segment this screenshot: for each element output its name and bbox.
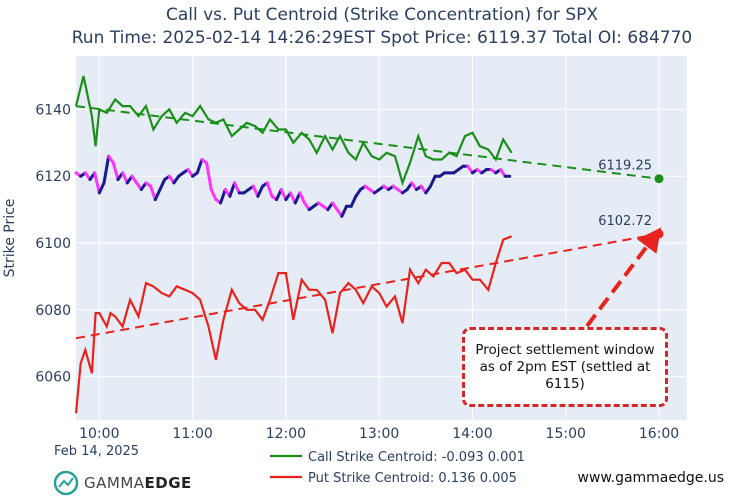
settlement-annotation: Project settlement window as of 2pm EST … (462, 327, 668, 407)
spot-price-segment (93, 171, 101, 195)
x-tick-label: 12:00 (266, 426, 306, 442)
y-axis-label: Strike Price (2, 199, 18, 278)
spot-price-segment (349, 194, 358, 208)
spot-price-segment (149, 184, 157, 202)
end-point-label: 6102.72 (598, 214, 652, 229)
spot-price-segment (158, 178, 167, 192)
spot-price-segment (340, 204, 349, 218)
spot-price-segment (153, 188, 162, 202)
chart-title-line2: Run Time: 2025-02-14 14:26:29EST Spot Pr… (72, 28, 693, 48)
x-tick-label: 11:00 (172, 426, 212, 442)
logo-name-bold: EDGE (144, 474, 192, 492)
x-tick-label: 10:00 (79, 426, 119, 442)
trendline (75, 232, 660, 340)
spot-price-segment (256, 184, 265, 198)
spot-price-segment (265, 181, 274, 198)
spot-price-segment (233, 181, 241, 195)
y-tick-label: 6060 (35, 370, 71, 386)
spot-price-segment (228, 181, 237, 198)
spot-price-segment (111, 161, 120, 182)
y-tick-label: 6120 (35, 169, 71, 185)
logo-mark (53, 470, 79, 496)
x-axis-ticks: 10:00 11:00 12:00 13:00 14:00 15:00 16:00 (79, 426, 679, 442)
call-centroid-line (74, 75, 513, 187)
spot-price-segment (209, 188, 218, 202)
end-point-marker (654, 174, 664, 184)
spot-price-segment (102, 154, 111, 185)
x-tick-label: 14:00 (452, 426, 492, 442)
y-axis-ticks: 6060 6080 6100 6120 6140 (35, 102, 71, 385)
end-points: 6119.25 6102.72 (598, 159, 664, 239)
x-tick-label: 13:00 (359, 426, 399, 442)
annotation-arrow (585, 227, 662, 328)
logo-name: GAMMA (84, 474, 145, 492)
x-tick-label: 16:00 (639, 426, 679, 442)
spot-price-segment (428, 174, 437, 188)
y-tick-label: 6100 (35, 236, 71, 252)
chart-title-line1: Call vs. Put Centroid (Strike Concentrat… (166, 5, 598, 25)
legend: Call Strike Centroid: -0.093 0.001 Put St… (270, 450, 525, 486)
x-tick-label: 15:00 (546, 426, 586, 442)
spot-price-segment (298, 191, 307, 205)
spot-price-segment (97, 181, 106, 195)
spot-price-segment (195, 158, 204, 175)
spot-price-segment (121, 171, 129, 185)
logo-text: GAMMAEDGE (84, 474, 192, 492)
series-lines (74, 75, 513, 414)
legend-label: Put Strike Centroid: 0.136 0.005 (308, 471, 517, 486)
logo: GAMMAEDGE (78, 474, 192, 492)
y-tick-label: 6080 (35, 303, 71, 319)
put-centroid-line (74, 235, 513, 414)
date-label: Feb 14, 2025 (54, 444, 139, 459)
y-tick-label: 6140 (35, 102, 71, 118)
spot-price-segment (279, 188, 288, 202)
spot-price-segment (219, 188, 227, 205)
website-url[interactable]: www.gammaedge.us (577, 470, 724, 486)
spot-price-segment (205, 161, 213, 192)
end-point-label: 6119.25 (598, 159, 652, 174)
legend-label: Call Strike Centroid: -0.093 0.001 (308, 450, 525, 465)
end-point-marker (654, 229, 664, 239)
